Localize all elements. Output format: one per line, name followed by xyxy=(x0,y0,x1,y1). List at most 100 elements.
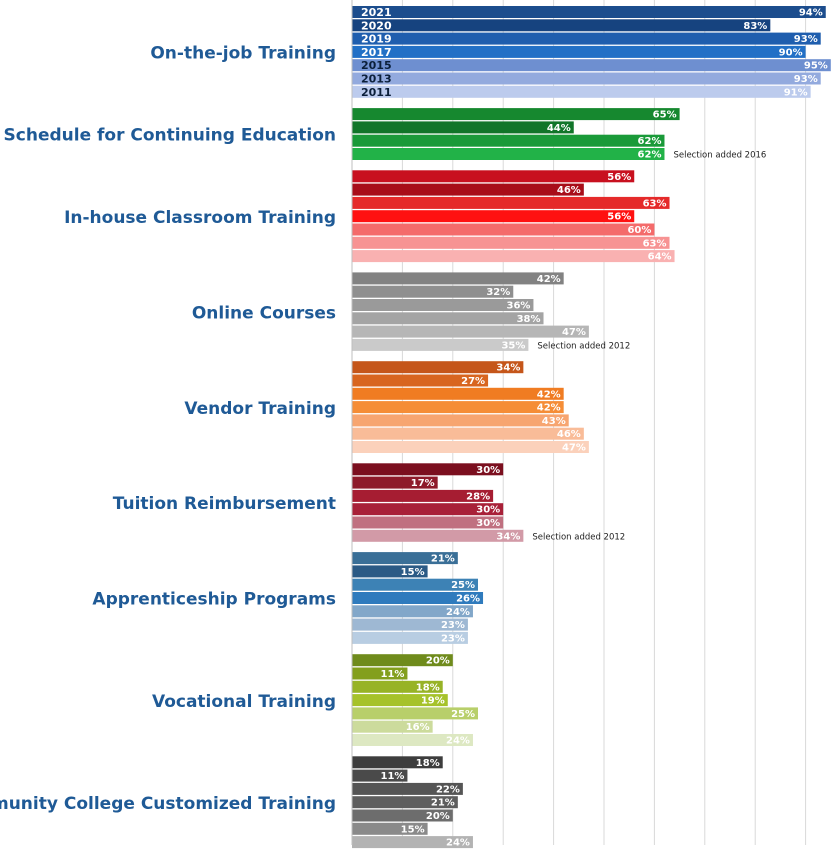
bar xyxy=(352,272,564,285)
data-label: 11% xyxy=(381,771,405,782)
bar xyxy=(352,667,408,680)
bar xyxy=(352,489,494,502)
data-label: 60% xyxy=(627,225,651,236)
bar xyxy=(352,210,635,223)
bar xyxy=(352,19,771,32)
data-label: 18% xyxy=(416,758,440,769)
bar xyxy=(352,565,428,578)
bar xyxy=(352,250,675,263)
bar xyxy=(352,680,443,693)
data-label: 56% xyxy=(607,212,631,223)
bar xyxy=(352,32,821,45)
data-label: 65% xyxy=(653,110,677,121)
bar xyxy=(352,618,468,631)
bar xyxy=(352,401,564,414)
bar xyxy=(352,605,473,618)
bar xyxy=(352,836,473,849)
data-label: 20% xyxy=(426,656,450,667)
selection-note: Selection added 2012 xyxy=(537,341,630,351)
data-label: 63% xyxy=(643,198,667,209)
data-label: 83% xyxy=(743,21,767,32)
bar xyxy=(352,578,478,591)
bar xyxy=(352,441,589,453)
bar xyxy=(352,285,514,298)
selection-note: Selection added 2012 xyxy=(532,532,625,542)
data-label: 62% xyxy=(638,136,662,147)
bar xyxy=(352,463,504,476)
data-label: 95% xyxy=(804,61,828,72)
data-label: 34% xyxy=(496,531,520,542)
category-label: Community College Customized Training xyxy=(0,794,336,814)
bar xyxy=(352,516,504,529)
data-label: 24% xyxy=(446,838,470,849)
bar xyxy=(352,361,524,374)
year-label: 2021 xyxy=(361,6,392,19)
data-label: 35% xyxy=(501,340,525,351)
data-label: 36% xyxy=(507,301,531,312)
data-label: 25% xyxy=(451,709,475,720)
data-label: 30% xyxy=(476,505,500,516)
data-label: 23% xyxy=(441,620,465,631)
category-label: Flexible Schedule for Continuing Educati… xyxy=(0,126,336,146)
bar xyxy=(352,809,453,822)
bar xyxy=(352,59,831,72)
bar xyxy=(352,822,428,835)
bar xyxy=(352,108,680,121)
category-group: Apprenticeship Programs 21% 15% 25% 26% 24% 23… xyxy=(92,552,484,644)
data-label: 11% xyxy=(381,669,405,680)
bar xyxy=(352,121,574,134)
data-label: 62% xyxy=(638,150,662,161)
bar xyxy=(352,72,821,85)
data-label: 22% xyxy=(436,784,460,795)
bar xyxy=(352,720,433,733)
data-label: 24% xyxy=(446,736,470,747)
data-label: 26% xyxy=(456,594,480,605)
bar xyxy=(352,654,453,667)
year-label: 2019 xyxy=(361,33,392,46)
bar xyxy=(352,134,665,147)
bar xyxy=(352,592,484,604)
bar xyxy=(352,374,489,387)
bar xyxy=(352,503,504,516)
data-label: 21% xyxy=(431,554,455,565)
year-label: 2011 xyxy=(361,86,392,99)
category-label: In-house Classroom Training xyxy=(64,208,336,228)
category-group: Flexible Schedule for Continuing Educati… xyxy=(0,108,766,161)
bar xyxy=(352,796,458,809)
data-label: 90% xyxy=(779,47,803,58)
category-label: Apprenticeship Programs xyxy=(92,590,336,610)
data-label: 15% xyxy=(401,824,425,835)
bar xyxy=(352,45,806,58)
data-label: 93% xyxy=(794,34,818,45)
bar xyxy=(352,427,584,440)
category-group: Vocational Training 20% 11% 18% 19% 25% 16% 24% xyxy=(152,654,478,747)
year-label: 2017 xyxy=(361,46,392,59)
year-label: 2015 xyxy=(361,59,392,72)
category-group: On-the-job Training 94% 2021 83% 2020 93% 2019… xyxy=(150,6,831,99)
data-label: 46% xyxy=(557,429,581,440)
bar xyxy=(352,707,478,720)
bar xyxy=(352,223,655,236)
data-label: 42% xyxy=(537,389,561,400)
data-label: 42% xyxy=(537,274,561,285)
category-label: Online Courses xyxy=(192,303,336,323)
bar xyxy=(352,782,463,795)
bar xyxy=(352,299,534,311)
selection-note: Selection added 2016 xyxy=(673,151,766,161)
data-label: 30% xyxy=(476,518,500,529)
data-label: 93% xyxy=(794,74,818,85)
data-label: 23% xyxy=(441,633,465,644)
bar xyxy=(352,756,443,769)
bar xyxy=(352,325,589,338)
bar xyxy=(352,769,408,782)
bar xyxy=(352,6,826,18)
category-label: Vendor Training xyxy=(184,399,336,419)
data-label: 94% xyxy=(799,8,823,19)
category-group: Tuition Reimbursement 30% 17% 28% 30% 30% 34% S… xyxy=(113,463,625,542)
bar xyxy=(352,236,670,249)
data-label: 16% xyxy=(406,722,430,733)
data-label: 91% xyxy=(784,87,808,98)
bar xyxy=(352,85,811,98)
bar xyxy=(352,476,438,489)
